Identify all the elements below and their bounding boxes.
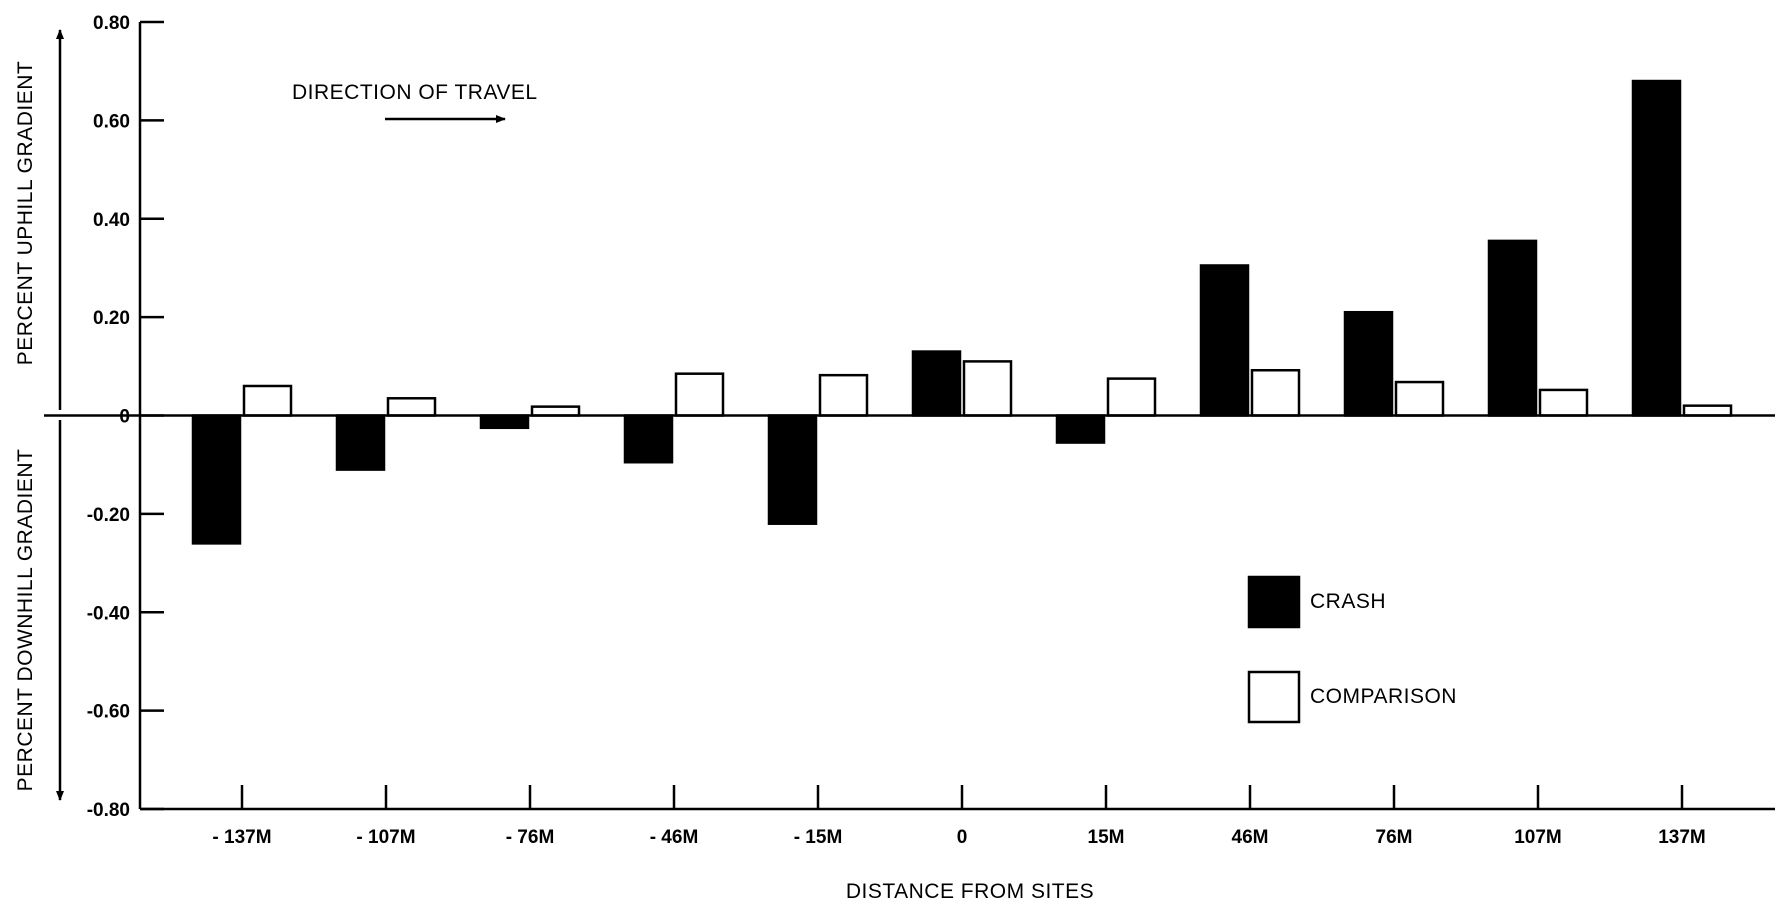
x-tick-label: 46M (1232, 827, 1269, 848)
comparison-bar (962, 360, 1013, 417)
crash-bar (623, 414, 674, 464)
x-tick-label: 107M (1514, 827, 1562, 848)
y-tick-label: -0.60 (87, 702, 130, 723)
legend-swatch-crash (1247, 575, 1301, 629)
comparison-bar (1250, 368, 1301, 417)
comparison-bar (818, 373, 869, 417)
comparison-bar (386, 397, 437, 417)
x-axis-ticks: - 137M - 107M - 76M - 46M - 15M 0 15M 46M 76M 107… (212, 785, 1706, 848)
crash-bar (1631, 79, 1682, 417)
crash-bar (1199, 264, 1250, 417)
x-tick-label: - 46M (650, 827, 699, 848)
crash-bar (1343, 310, 1394, 417)
legend: CRASH COMPARISON (1247, 575, 1457, 724)
legend-label-comparison: COMPARISON (1310, 685, 1457, 708)
y-tick-label: 0.40 (93, 210, 130, 231)
y-tick-label: 0.60 (93, 111, 130, 132)
comparison-bar (530, 405, 581, 417)
bars (191, 79, 1733, 545)
y-tick-label: 0 (119, 407, 130, 428)
x-tick-label: 76M (1376, 827, 1413, 848)
y-tick-label: -0.20 (87, 505, 130, 526)
y-axis-ticks: 0.80 0.60 0.40 0.20 0 -0.20 -0.40 -0.60 -0.80 (87, 13, 164, 821)
y-tick-label: 0.20 (93, 308, 130, 329)
crash-bar (191, 414, 242, 545)
crash-bar (911, 350, 962, 417)
crash-bar (767, 414, 818, 525)
x-axis-title: DISTANCE FROM SITES (846, 880, 1094, 903)
x-tick-label: - 76M (506, 827, 555, 848)
crash-bar (479, 414, 530, 430)
crash-bar (335, 414, 386, 471)
legend-swatch-comparison (1247, 670, 1301, 724)
x-tick-label: - 137M (212, 827, 271, 848)
y-tick-label: -0.80 (87, 800, 130, 821)
x-tick-label: - 15M (794, 827, 843, 848)
comparison-bar (1682, 404, 1733, 417)
x-tick-label: 0 (957, 827, 968, 848)
comparison-bar (674, 372, 725, 417)
y-axis-title-uphill: PERCENT UPHILL GRADIENT (14, 61, 37, 365)
comparison-bar (1538, 388, 1589, 417)
comparison-bar (1106, 377, 1157, 417)
y-axis-title-downhill: PERCENT DOWNHILL GRADIENT (14, 449, 37, 792)
crash-bar (1055, 414, 1106, 444)
y-tick-label: -0.40 (87, 603, 130, 624)
x-tick-label: 137M (1658, 827, 1706, 848)
x-tick-label: - 107M (356, 827, 415, 848)
y-tick-label: 0.80 (93, 13, 130, 34)
legend-label-crash: CRASH (1310, 590, 1386, 613)
direction-of-travel-label: DIRECTION OF TRAVEL (292, 81, 538, 104)
crash-bar (1487, 239, 1538, 417)
x-tick-label: 15M (1088, 827, 1125, 848)
comparison-bar (242, 384, 293, 417)
comparison-bar (1394, 380, 1445, 417)
